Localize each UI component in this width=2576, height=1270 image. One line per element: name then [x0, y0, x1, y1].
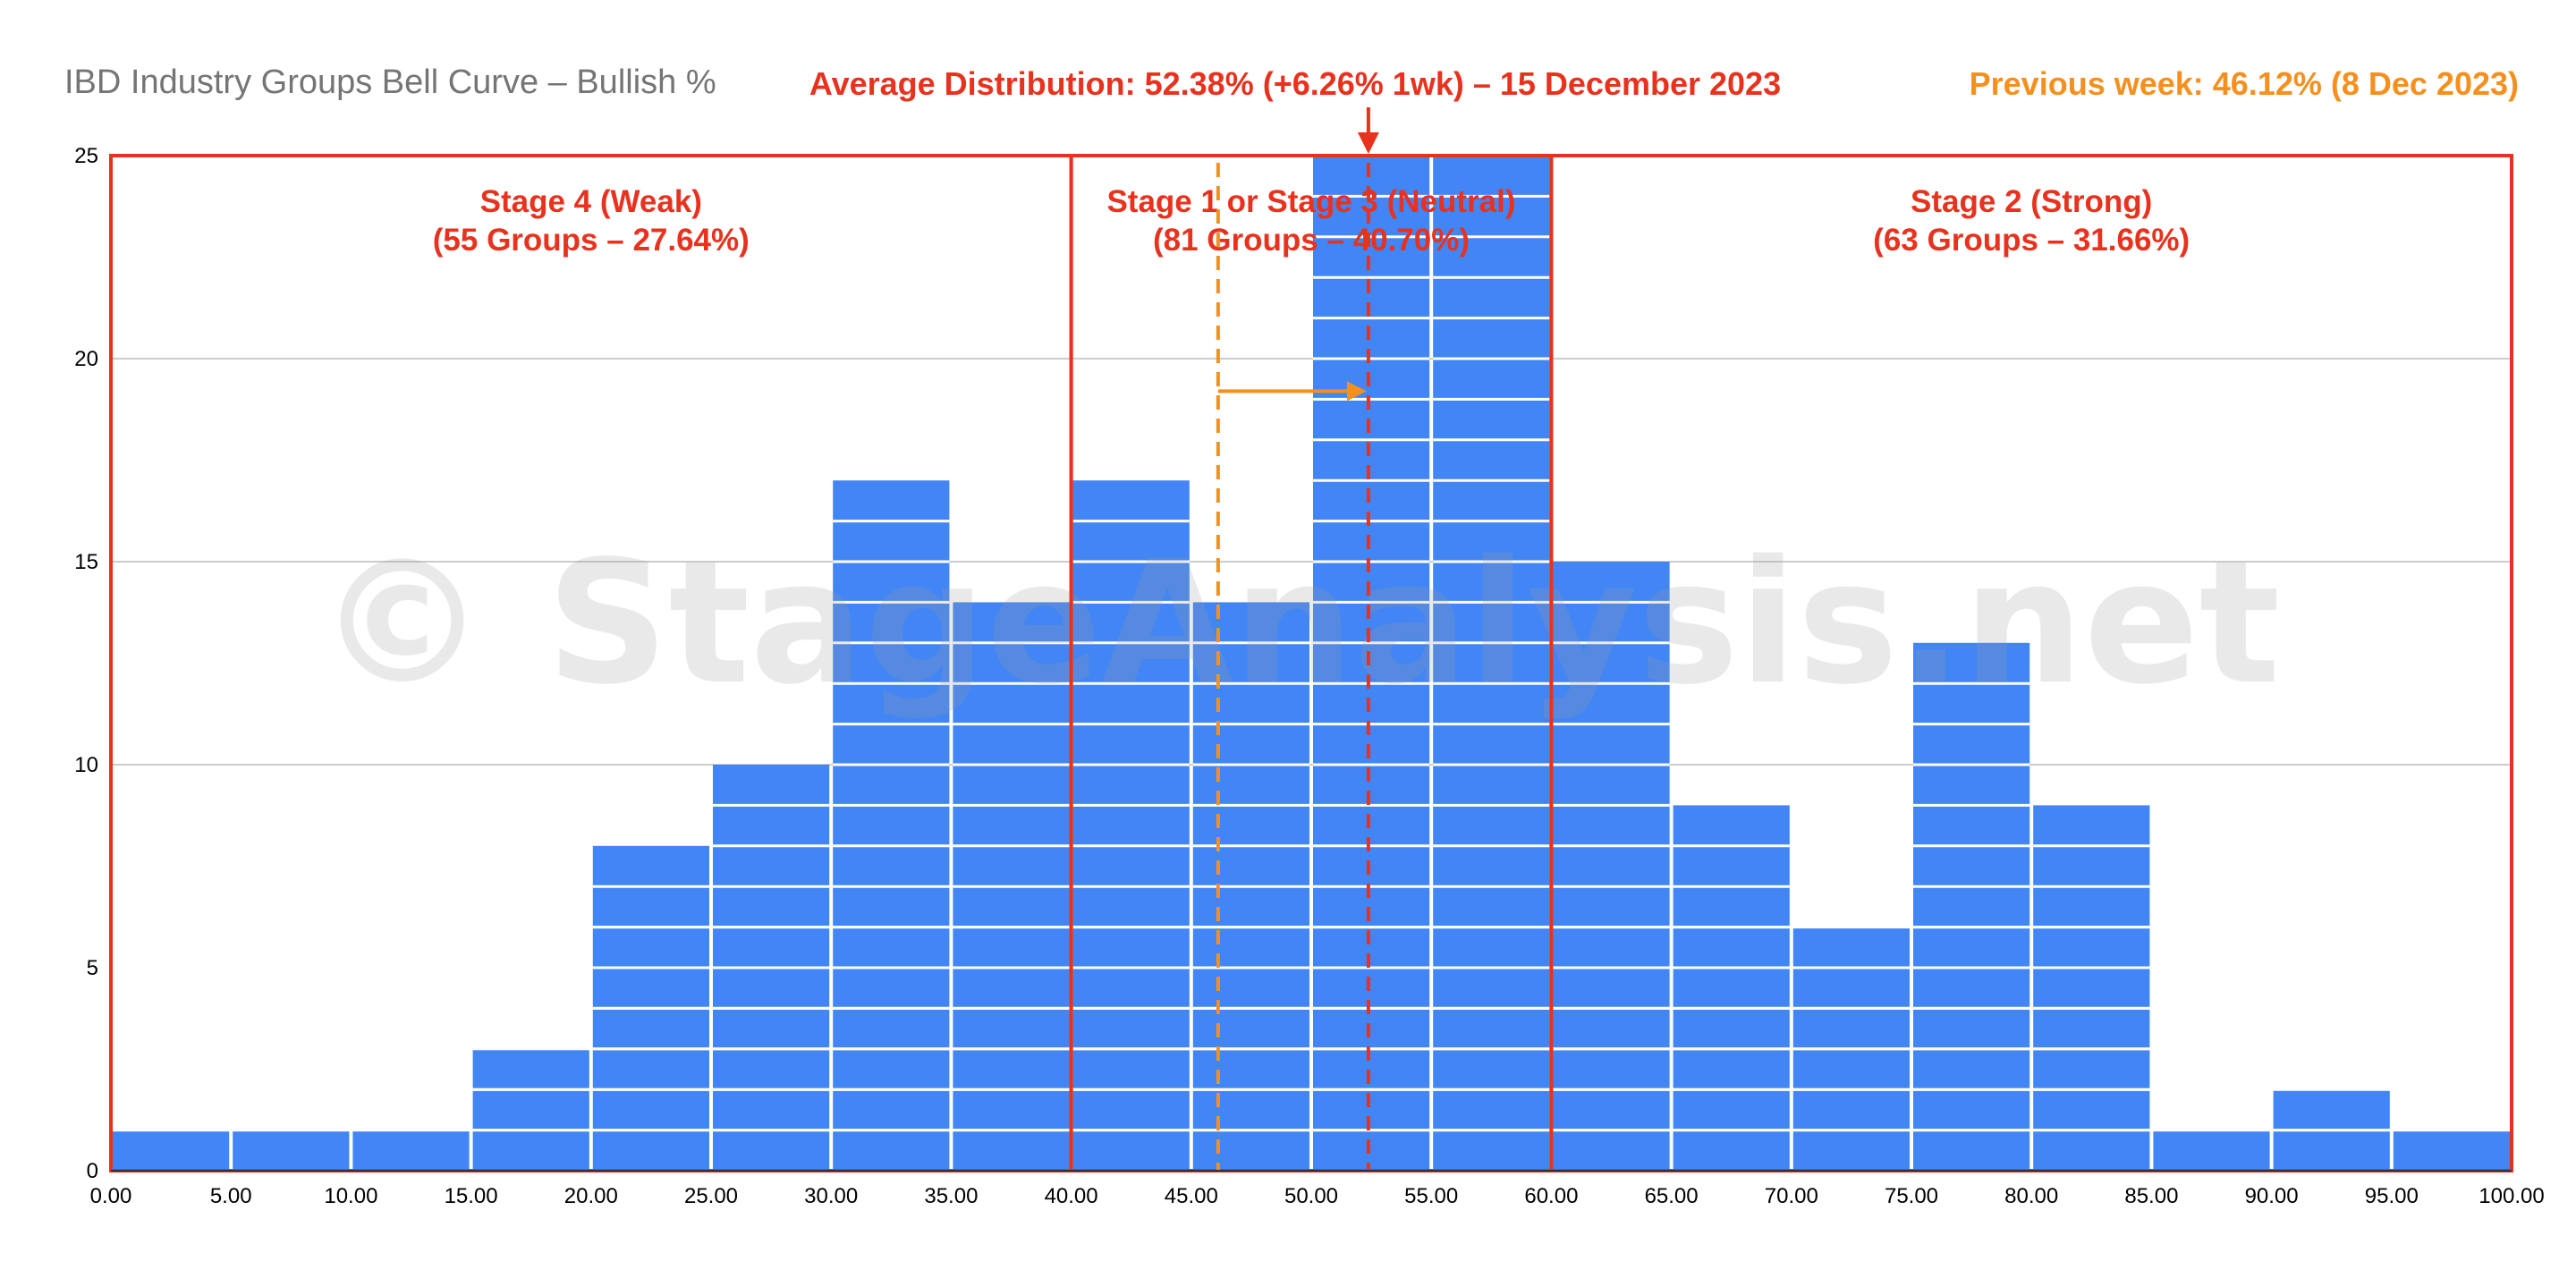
y-tick-label-5: 5	[87, 956, 98, 980]
x-tick-label-90: 90.00	[2245, 1184, 2299, 1208]
y-tick-label-15: 15	[74, 550, 98, 574]
stage-detail-1: (55 Groups – 27.64%)	[433, 223, 750, 258]
x-tick-label-30: 30.00	[804, 1184, 858, 1208]
average-arrow-head	[1357, 132, 1379, 154]
x-tick-label-50: 50.00	[1284, 1184, 1338, 1208]
bar-fill	[472, 1048, 589, 1171]
x-tick-label-45: 45.00	[1165, 1184, 1218, 1208]
bar-50-55	[1313, 156, 1430, 1171]
x-tick-label-10: 10.00	[324, 1184, 377, 1208]
stage-name-1: Stage 4 (Weak)	[480, 184, 702, 219]
bar-65-70	[1673, 805, 1790, 1171]
x-tick-label-55: 55.00	[1404, 1184, 1458, 1208]
bar-60-65	[1553, 562, 1670, 1171]
stage-boxes: Stage 4 (Weak) (55 Groups – 27.64%) Stage …	[109, 154, 2513, 1173]
bar-fill	[1913, 642, 2030, 1171]
stage-name-3: Stage 2 (Strong)	[1911, 184, 2152, 219]
x-tick-label-95: 95.00	[2365, 1184, 2419, 1208]
average-distribution-label: Average Distribution: 52.38% (+6.26% 1wk…	[809, 65, 1781, 102]
y-tick-label-25: 25	[74, 144, 98, 168]
bar-0-5	[113, 1130, 230, 1171]
bar-45-50	[1192, 602, 1309, 1171]
bar-95-100	[2393, 1130, 2510, 1171]
bar-80-85	[2033, 805, 2150, 1171]
stage-detail-3: (63 Groups – 31.66%)	[1873, 223, 2190, 258]
x-tick-label-5: 5.00	[210, 1184, 252, 1208]
bar-15-20	[472, 1048, 589, 1171]
previous-week-label: Previous week: 46.12% (8 Dec 2023)	[1970, 65, 2519, 102]
bar-fill	[2153, 1130, 2270, 1171]
x-tick-label-85: 85.00	[2124, 1184, 2178, 1208]
bar-10-15	[352, 1130, 470, 1171]
y-axis-ticks: 0 5 10 15 20 25	[74, 144, 98, 1183]
stage-detail-2: (81 Groups – 40.70%)	[1153, 223, 1470, 258]
chart-title: IBD Industry Groups Bell Curve – Bullish…	[64, 64, 716, 101]
x-tick-label-100: 100.00	[2479, 1184, 2544, 1208]
bar-100-undefined	[111, 926, 2512, 1132]
bar-fill	[352, 1130, 470, 1171]
bar-75-80	[1913, 642, 2030, 1171]
bar-fill	[113, 1130, 230, 1171]
bar-fill	[1673, 805, 1790, 1171]
bar-5-10	[233, 1130, 350, 1171]
bar-fill	[2393, 1130, 2510, 1171]
average-markers	[1216, 107, 1379, 1171]
histogram-bars	[111, 156, 2512, 1171]
shift-arrow-head	[1346, 381, 1367, 402]
bar-fill	[1313, 156, 1430, 1171]
x-axis-ticks: 0.00 5.00 10.00 15.00 20.00 25.00 30.00 35.00 40…	[90, 1184, 2545, 1208]
watermark: © StageAnalysis.net	[318, 524, 2281, 722]
bar-fill	[233, 1130, 350, 1171]
watermark-layer: © StageAnalysis.net	[318, 524, 2281, 722]
x-tick-label-15: 15.00	[445, 1184, 498, 1208]
x-tick-label-25: 25.00	[684, 1184, 738, 1208]
y-tick-label-0: 0	[87, 1159, 98, 1183]
x-tick-label-40: 40.00	[1045, 1184, 1098, 1208]
x-tick-label-20: 20.00	[564, 1184, 618, 1208]
bar-85-90	[2153, 1130, 2270, 1171]
x-tick-label-75: 75.00	[1885, 1184, 1938, 1208]
bar-fill	[1553, 562, 1670, 1171]
y-tick-label-20: 20	[74, 347, 98, 371]
bar-fill	[1433, 156, 1550, 1171]
y-tick-label-10: 10	[74, 753, 98, 777]
x-tick-label-0: 0.00	[90, 1184, 132, 1208]
bar-fill	[2033, 805, 2150, 1171]
bar-fill	[833, 480, 950, 1171]
bar-35-40	[953, 602, 1070, 1171]
bar-fill	[1072, 480, 1190, 1171]
x-tick-label-70: 70.00	[1765, 1184, 1818, 1208]
x-tick-label-80: 80.00	[2004, 1184, 2058, 1208]
x-tick-label-60: 60.00	[1524, 1184, 1578, 1208]
x-tick-label-65: 65.00	[1645, 1184, 1699, 1208]
x-tick-label-35: 35.00	[924, 1184, 978, 1208]
stage-name-2: Stage 1 or Stage 3 (Neutral)	[1106, 184, 1515, 219]
